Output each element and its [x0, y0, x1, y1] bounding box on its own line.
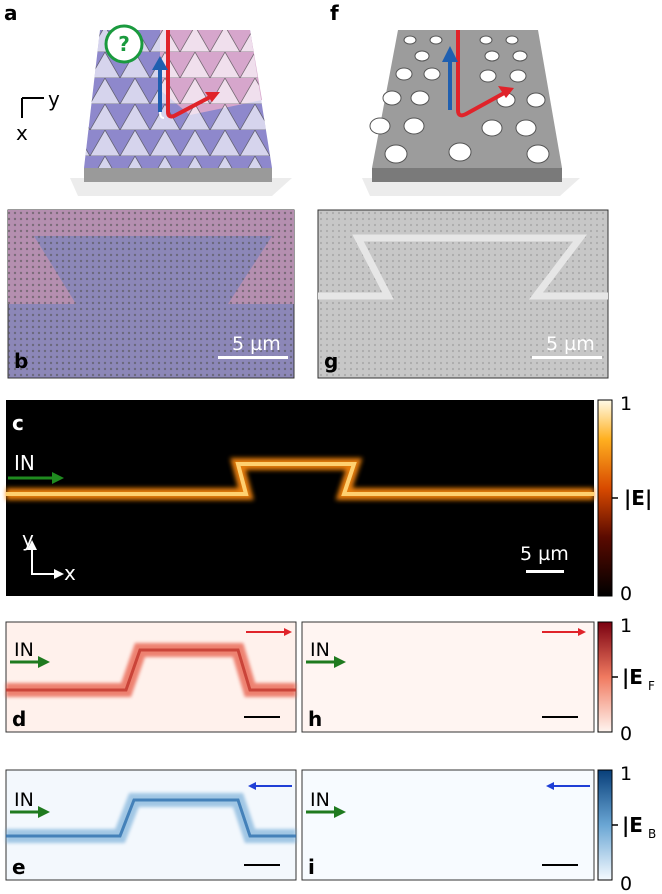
backward-arrowhead-e: [248, 782, 256, 790]
axes-arrow-x-c: [54, 569, 64, 579]
colorbar-EB-subscript: B: [648, 827, 656, 841]
panel-e: IN e: [5, 769, 297, 881]
colorbar-EF-max: 1: [620, 615, 632, 637]
input-label-d: IN: [14, 639, 34, 661]
slab-edge-f: [372, 168, 562, 182]
axes-arrow-y-c: [27, 540, 37, 550]
forward-arrowhead-h: [578, 628, 586, 636]
colorbar-EB: 1 0 |E B: [597, 763, 656, 894]
input-label-c: IN: [14, 451, 35, 475]
input-arrowhead-e: [38, 806, 50, 818]
panel-label-i: i: [308, 855, 315, 879]
backward-arrowhead-i: [546, 782, 554, 790]
input-label-i: IN: [310, 789, 330, 811]
field-core-d: [6, 648, 296, 692]
forward-arrowhead-a: [205, 92, 220, 102]
scalebar-i: [542, 864, 578, 866]
colorbar-EF-min: 0: [620, 723, 632, 745]
panel-i: IN i: [301, 769, 595, 881]
colorbar-E-max: 1: [620, 393, 632, 415]
field-map-i: [301, 769, 595, 881]
panel-label-f: f: [330, 1, 339, 25]
slab-shadow-f: [362, 178, 580, 196]
input-label-h: IN: [310, 639, 330, 661]
axes-icon-a: [21, 97, 44, 118]
panel-c: c IN y x 5 µm: [6, 400, 594, 596]
scalebar-e: [244, 864, 280, 866]
sem-waveguide-g: [318, 234, 608, 300]
colorbar-EB-gradient: [597, 769, 613, 881]
scalebar-c: [526, 570, 564, 573]
scalebar-d: [244, 716, 280, 718]
colorbar-EF: 1 0 |E F: [597, 615, 655, 745]
forward-arrowhead-d: [284, 628, 292, 636]
forward-arrowhead-f: [498, 86, 514, 98]
input-arrowhead-h: [334, 656, 346, 668]
slab-edge-a: [84, 168, 272, 182]
input-arrowhead-d: [38, 656, 50, 668]
colorbar-EB-label: |E: [622, 813, 643, 837]
scalebar-label-g: 5 µm: [546, 333, 595, 355]
colorbar-EB-max: 1: [620, 763, 632, 785]
field-core-e: [6, 798, 296, 838]
colorbar-E-label: |E|: [624, 486, 652, 510]
backward-arrowhead-f: [442, 46, 458, 62]
colorbar-E-min: 0: [620, 583, 632, 605]
path-junction-a: [159, 111, 165, 119]
panel-d: IN d: [5, 621, 297, 733]
panel-label-b: b: [14, 349, 28, 373]
axis-y-label-c: y: [22, 527, 34, 551]
field-core-c: [6, 462, 594, 496]
panel-label-e: e: [12, 855, 26, 879]
panel-label-d: d: [12, 707, 26, 731]
axis-x-label-c: x: [64, 561, 76, 585]
panel-f: f: [330, 1, 580, 196]
scalebar-b: [218, 356, 288, 359]
input-arrowhead-i: [334, 806, 346, 818]
panel-g: g 5 µm: [317, 209, 609, 379]
field-map-h: [301, 621, 595, 733]
panel-h: IN h: [301, 621, 595, 733]
scalebar-g: [532, 356, 602, 359]
panel-label-c: c: [12, 411, 24, 435]
sem-texture-b: [8, 210, 294, 378]
panel-a: a ? y x: [4, 1, 292, 196]
axes-icon-c: [31, 548, 56, 575]
pc-slab: [372, 30, 562, 168]
axis-y-label-a: y: [48, 87, 60, 111]
colorbar-EF-label: |E: [622, 665, 643, 689]
colorbar-EF-gradient: [597, 621, 613, 733]
scalebar-h: [542, 716, 578, 718]
scalebar-label-c: 5 µm: [520, 543, 569, 565]
panel-b: b 5 µm: [7, 209, 295, 379]
scalebar-label-b: 5 µm: [232, 333, 281, 355]
colorbar-E: 1 0 |E|: [597, 393, 652, 605]
input-label-e: IN: [14, 789, 34, 811]
kagome-holes: [84, 30, 272, 168]
backward-arrowhead-a: [152, 56, 168, 70]
input-arrowhead-c: [52, 472, 64, 484]
panel-label-a: a: [4, 1, 18, 25]
panel-label-h: h: [308, 707, 322, 731]
question-mark: ?: [118, 32, 130, 56]
axis-x-label-a: x: [16, 121, 28, 145]
colorbar-EF-subscript: F: [648, 679, 655, 693]
panel-label-g: g: [324, 349, 338, 373]
forward-path-arrow-a: [166, 30, 213, 119]
pc-holes: [369, 35, 550, 164]
colorbar-E-gradient: [597, 399, 613, 597]
question-bubble: [104, 24, 144, 64]
colorbar-EB-min: 0: [620, 873, 632, 894]
slab-shadow-a: [70, 178, 292, 196]
forward-path-arrow-f: [456, 30, 507, 118]
